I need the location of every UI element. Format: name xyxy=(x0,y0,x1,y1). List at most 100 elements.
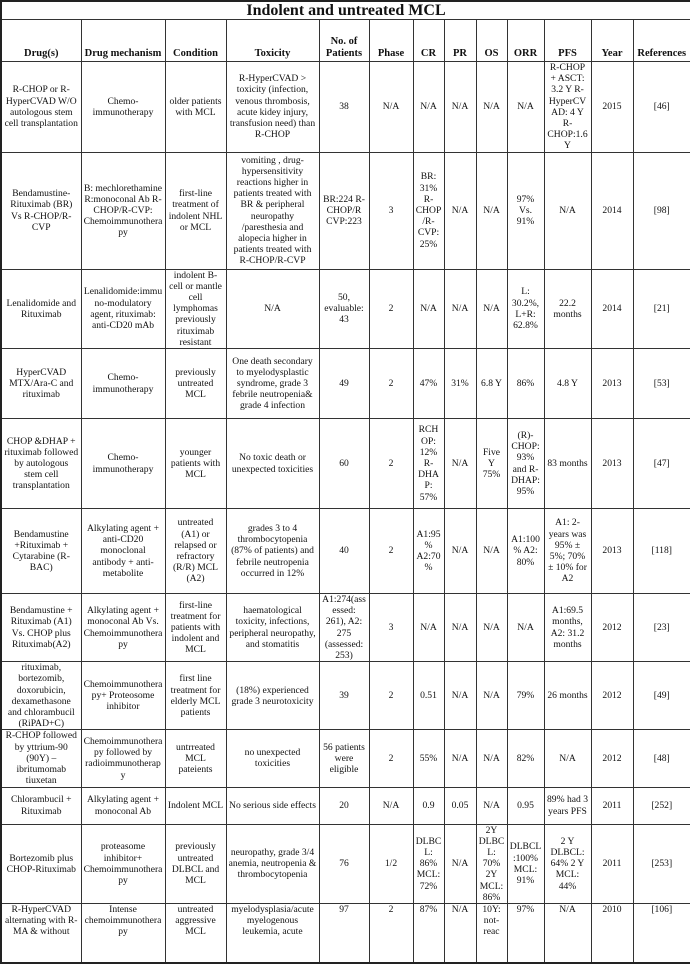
table-row: HyperCVAD MTX/Ara-C and rituximab Chemo-i… xyxy=(0,348,690,420)
cell-pr: N/A xyxy=(443,418,477,510)
cell-pfs: N/A xyxy=(543,902,592,964)
cell-toxicity: No serious side effects xyxy=(225,786,320,825)
cell-patients: 40 xyxy=(318,508,370,595)
cell-patients: 56 patients were eligible xyxy=(318,729,370,788)
cell-year: 2012 xyxy=(590,593,634,663)
cell-year: 2012 xyxy=(590,729,634,788)
cell-condition: first-line treatment of indolent NHL or … xyxy=(164,151,227,270)
table-row: rituximab, bortezomib, doxorubicin, dexa… xyxy=(0,661,690,731)
cell-pfs: A1:69.5 months, A2: 31.2 months xyxy=(543,593,592,663)
cell-condition: previously untreated DLBCL and MCL xyxy=(164,823,227,904)
cell-mechanism: Alkylating agent + anti-CD20 monoclonal … xyxy=(80,508,166,595)
table-row: Lenalidomide and Rituximab Lenalidomide:i… xyxy=(0,268,690,350)
cell-orr: 82% xyxy=(506,729,545,788)
column-header-patients: No. of Patients xyxy=(318,19,370,62)
cell-orr: N/A xyxy=(506,61,545,153)
cell-references: [98] xyxy=(632,151,690,270)
cell-drugs: Bortezomib plus CHOP-Rituximab xyxy=(0,823,82,904)
cell-pr: N/A xyxy=(443,902,477,964)
cell-os: N/A xyxy=(475,61,508,153)
column-header-pr: PR xyxy=(443,19,477,62)
cell-drugs: R-HyperCVAD alternating with R-MA & with… xyxy=(0,902,82,964)
cell-patients: 38 xyxy=(318,61,370,153)
cell-pr: N/A xyxy=(443,268,477,350)
cell-orr: N/A xyxy=(506,593,545,663)
cell-os: Five Y 75% xyxy=(475,418,508,510)
column-header-year: Year xyxy=(590,19,634,62)
cell-drugs: Bendamustine +Rituximab + Cytarabine (R-… xyxy=(0,508,82,595)
cell-mechanism: Chemoimmunotherapy followed by radioimmu… xyxy=(80,729,166,788)
table-title: Indolent and untreated MCL xyxy=(0,0,690,20)
cell-pr: N/A xyxy=(443,661,477,731)
column-header-pfs: PFS xyxy=(543,19,592,62)
cell-patients: 97 xyxy=(318,902,370,964)
cell-year: 2013 xyxy=(590,418,634,510)
column-header-cr: CR xyxy=(412,19,445,62)
column-header-orr: ORR xyxy=(506,19,545,62)
cell-os: N/A xyxy=(475,593,508,663)
column-header-os: OS xyxy=(475,19,508,62)
cell-pfs: 26 months xyxy=(543,661,592,731)
cell-condition: first line treatment for elderly MCL pat… xyxy=(164,661,227,731)
cell-os: N/A xyxy=(475,661,508,731)
cell-pr: N/A xyxy=(443,729,477,788)
cell-mechanism: Alkylating agent + monoconal Ab xyxy=(80,786,166,825)
cell-year: 2010 xyxy=(590,902,634,964)
cell-cr: N/A xyxy=(412,268,445,350)
cell-toxicity: myelodysplasia/acute myelogenous leukemi… xyxy=(225,902,320,964)
cell-drugs: Bendamustine + Rituximab (A1) Vs. CHOP p… xyxy=(0,593,82,663)
cell-pfs: 83 months xyxy=(543,418,592,510)
column-header-drugs: Drug(s) xyxy=(0,19,82,62)
cell-pfs: 4.8 Y xyxy=(543,348,592,420)
cell-references: [49] xyxy=(632,661,690,731)
cell-patients: 60 xyxy=(318,418,370,510)
cell-drugs: Bendamustine-Rituximab (BR) Vs R-CHOP/R-… xyxy=(0,151,82,270)
cell-mechanism: Intense chemoimmunotherapy xyxy=(80,902,166,964)
cell-os: N/A xyxy=(475,508,508,595)
cell-toxicity: No toxic death or unexpected toxicities xyxy=(225,418,320,510)
cell-os: N/A xyxy=(475,268,508,350)
cell-condition: younger patients with MCL xyxy=(164,418,227,510)
cell-references: [118] xyxy=(632,508,690,595)
cell-phase: 3 xyxy=(368,593,414,663)
cell-references: [23] xyxy=(632,593,690,663)
cell-patients: 76 xyxy=(318,823,370,904)
table-row: CHOP &DHAP + rituximab followed by autol… xyxy=(0,418,690,510)
cell-cr: BR: 31% R-CHOP/R-CVP:25% xyxy=(412,151,445,270)
cell-drugs: rituximab, bortezomib, doxorubicin, dexa… xyxy=(0,661,82,731)
cell-pfs: N/A xyxy=(543,729,592,788)
cell-phase: 1/2 xyxy=(368,823,414,904)
cell-pfs: 2 Y DLBCL: 64% 2 Y MCL: 44% xyxy=(543,823,592,904)
cell-mechanism: Lenalidomide:immuno-modulatory agent, ri… xyxy=(80,268,166,350)
cell-toxicity: One death secondary to myelodysplastic s… xyxy=(225,348,320,420)
cell-year: 2015 xyxy=(590,61,634,153)
cell-phase: 2 xyxy=(368,729,414,788)
cell-pfs: A1: 2-years was 95% ± 5%; 70% ± 10% for … xyxy=(543,508,592,595)
cell-condition: Indolent MCL xyxy=(164,786,227,825)
cell-year: 2014 xyxy=(590,151,634,270)
cell-drugs: R-CHOP or R-HyperCVAD W/O autologous ste… xyxy=(0,61,82,153)
cell-pfs: 22.2 months xyxy=(543,268,592,350)
cell-cr: 47% xyxy=(412,348,445,420)
cell-toxicity: vomiting , drug-hypersensitivity reactio… xyxy=(225,151,320,270)
cell-phase: 2 xyxy=(368,348,414,420)
cell-toxicity: grades 3 to 4 thrombocytopenia (87% of p… xyxy=(225,508,320,595)
column-header-phase: Phase xyxy=(368,19,414,62)
cell-mechanism: Chemo-immunotherapy xyxy=(80,418,166,510)
cell-references: [253] xyxy=(632,823,690,904)
cell-orr: (R)-CHOP:93% and R-DHAP:95% xyxy=(506,418,545,510)
cell-cr: 55% xyxy=(412,729,445,788)
cell-mechanism: Chemoimmunotherapy+ Proteosome inhibitor xyxy=(80,661,166,731)
cell-os: 10Y: not-reac xyxy=(475,902,508,964)
cell-pr: 31% xyxy=(443,348,477,420)
cell-references: [21] xyxy=(632,268,690,350)
cell-phase: 2 xyxy=(368,508,414,595)
cell-pfs: N/A xyxy=(543,151,592,270)
cell-cr: N/A xyxy=(412,61,445,153)
cell-year: 2013 xyxy=(590,348,634,420)
cell-mechanism: Alkylating agent + monoconal Ab Vs. Chem… xyxy=(80,593,166,663)
cell-condition: previously untreated MCL xyxy=(164,348,227,420)
cell-patients: 49 xyxy=(318,348,370,420)
table-body: R-CHOP or R-HyperCVAD W/O autologous ste… xyxy=(0,61,690,964)
